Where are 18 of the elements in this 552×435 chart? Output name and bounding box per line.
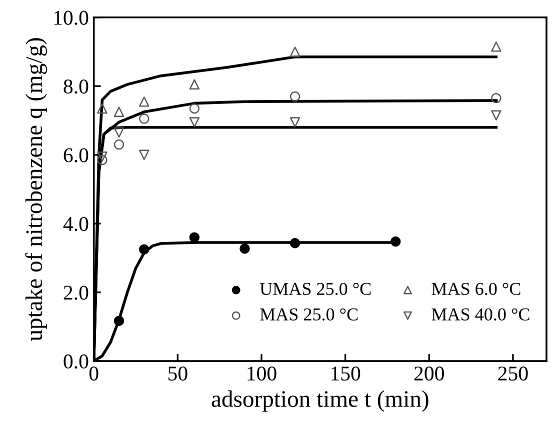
x-tick-label: 250 (498, 366, 528, 381)
x-tick-label: 100 (248, 366, 276, 381)
legend-label: MAS 6.0 °C (432, 282, 520, 296)
x-tick-label: 200 (414, 366, 444, 381)
legend-label: MAS 25.0 °C (260, 308, 358, 321)
x-tick-label: 50 (168, 366, 188, 381)
y-axis-title: uptake of nitrobenzene q (mg/g) (25, 38, 47, 342)
x-tick-label: 150 (332, 366, 360, 381)
y-tick-label: 10.0 (54, 10, 88, 25)
y-tick-label: 4.0 (63, 216, 88, 232)
legend-label: MAS 40.0 °C (432, 308, 530, 321)
y-tick-label: 0.0 (64, 354, 88, 369)
y-tick-label: 8.0 (64, 80, 88, 94)
x-tick-label: 0 (89, 366, 98, 381)
legend-label: UMAS 25.0 °C (260, 282, 371, 296)
x-axis-title: adsorption time t (min) (212, 390, 428, 412)
y-tick-label: 2.0 (64, 286, 88, 300)
y-tick-label: 6.0 (64, 148, 88, 162)
